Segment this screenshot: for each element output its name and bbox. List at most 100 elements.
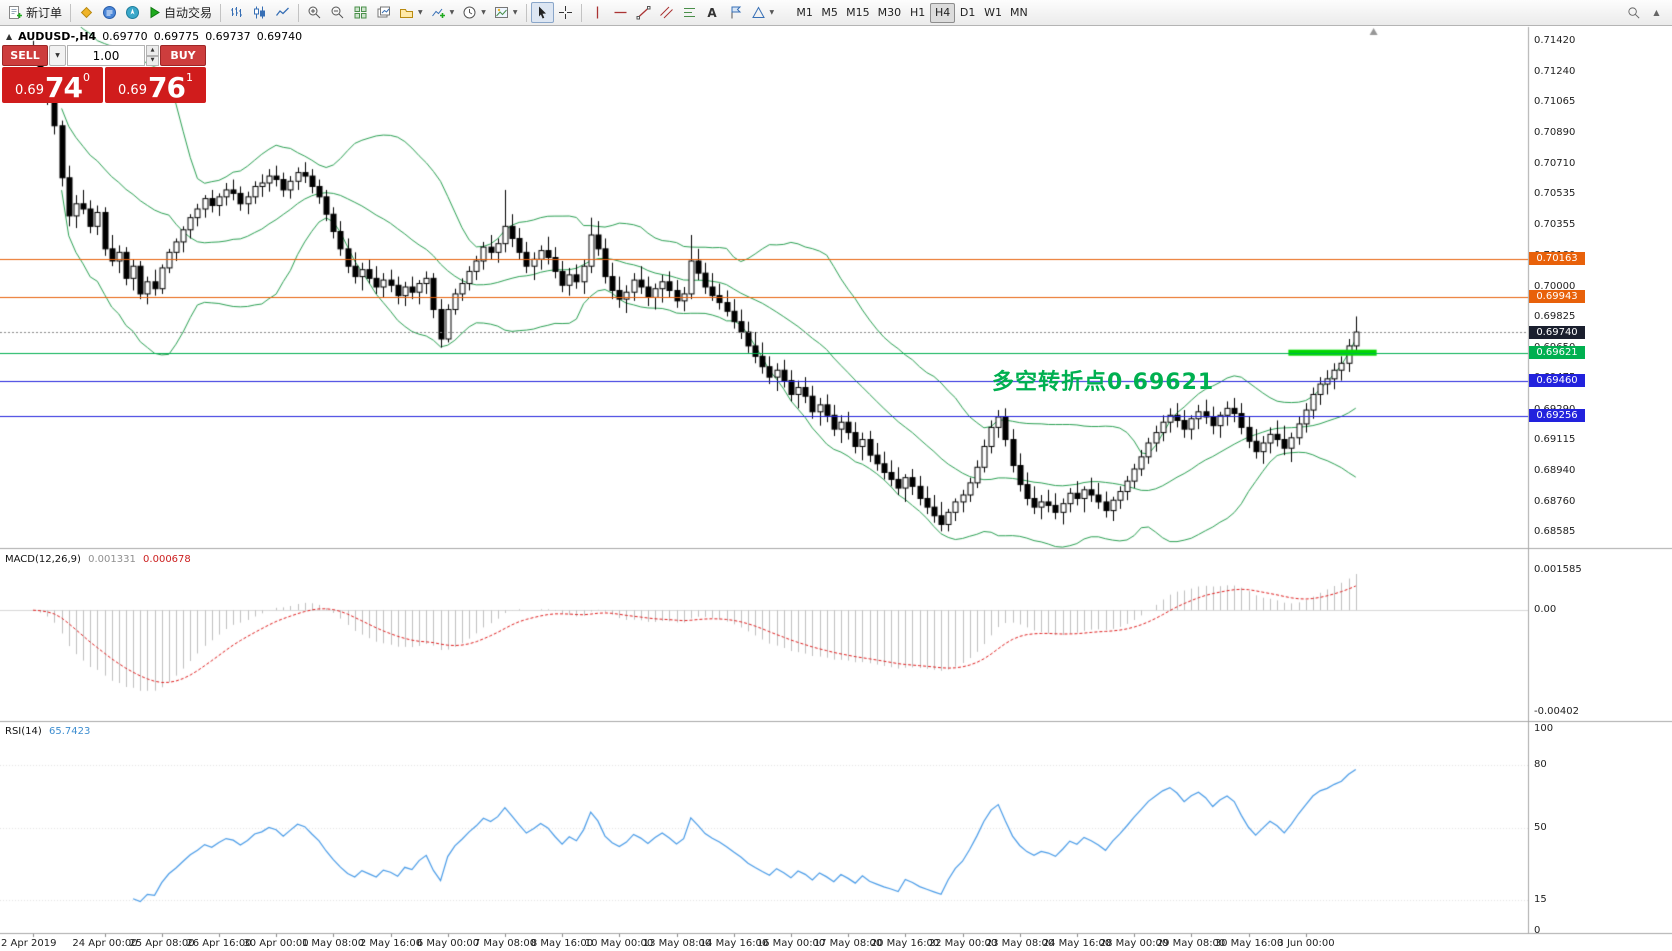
templates-icon — [494, 7, 508, 18]
high-value: 0.69775 — [153, 30, 200, 43]
new-chart-button[interactable] — [372, 2, 395, 23]
time-label: 2 Apr 2019 — [1, 938, 57, 949]
zoom-in-button[interactable] — [303, 2, 326, 23]
cursor-icon — [538, 6, 546, 19]
data-window-icon — [103, 6, 117, 19]
time-label: 26 Apr 16:00 — [186, 938, 252, 949]
line-chart-button[interactable] — [271, 2, 294, 23]
toolbar-separator — [70, 3, 72, 22]
rsi-title: RSI(14) — [5, 726, 42, 737]
buy-price-big: 76 — [147, 71, 186, 104]
fibonacci-icon — [683, 8, 695, 17]
timeframe-m5-button[interactable]: M5 — [817, 3, 842, 23]
caret-down-icon: ▼ — [512, 8, 518, 16]
stepper-up-icon[interactable]: ▲ — [146, 45, 159, 56]
navigator-icon — [126, 6, 140, 19]
text-tool-icon: A — [707, 5, 717, 20]
price-tick: 0.70000 — [1534, 281, 1576, 292]
time-label: 16 May 00:00 — [756, 938, 826, 949]
volume-dropdown-button[interactable]: ▼ — [49, 45, 66, 66]
timeframe-m30-button[interactable]: M30 — [874, 3, 906, 23]
time-label: 14 May 16:00 — [699, 938, 769, 949]
close-value: 0.69740 — [256, 30, 303, 43]
crosshair-button[interactable] — [554, 2, 577, 23]
toolbar: 新订单 自动交易 — [0, 0, 1672, 26]
market-watch-icon — [80, 6, 93, 19]
sell-price-big: 74 — [44, 71, 83, 104]
price-tick: 0.70535 — [1534, 188, 1576, 199]
toolbar-separator — [220, 3, 222, 22]
buy-button[interactable]: BUY — [160, 45, 206, 66]
trendline-button[interactable] — [632, 2, 655, 23]
scroll-up-button[interactable]: ▲ — [1645, 2, 1668, 23]
buy-price-button[interactable]: 0.69 76 1 — [105, 67, 206, 103]
autotrading-button[interactable]: 自动交易 — [144, 2, 216, 23]
channel-icon — [659, 6, 673, 19]
volume-input[interactable] — [68, 46, 144, 65]
profiles-button[interactable]: ▼ — [395, 2, 427, 23]
bar-chart-button[interactable] — [225, 2, 248, 23]
timeframe-m15-button[interactable]: M15 — [842, 3, 874, 23]
time-label: 17 May 08:00 — [813, 938, 883, 949]
autotrading-label: 自动交易 — [164, 6, 213, 20]
search-button[interactable] — [1622, 2, 1645, 23]
new-order-button[interactable]: 新订单 — [4, 2, 66, 23]
time-label: 23 May 08:00 — [985, 938, 1055, 949]
timeframe-w1-button[interactable]: W1 — [980, 3, 1006, 23]
collapse-panel-icon[interactable]: ▲ — [6, 31, 13, 41]
price-tick: 0.69115 — [1534, 434, 1576, 445]
time-label: 25 Apr 08:00 — [129, 938, 195, 949]
price-tick: 0.70890 — [1534, 127, 1576, 138]
templates-button[interactable]: ▼ — [490, 2, 522, 23]
periods-button[interactable]: ▼ — [458, 2, 490, 23]
time-label: 1 May 08:00 — [301, 938, 365, 949]
scroll-up-icon: ▲ — [1653, 8, 1660, 17]
text-button[interactable]: A — [701, 2, 724, 23]
timeframe-mn-button[interactable]: MN — [1006, 3, 1032, 23]
timeframe-d1-button[interactable]: D1 — [955, 3, 980, 23]
cursor-button[interactable] — [530, 2, 554, 23]
toolbar-separator — [298, 3, 300, 22]
fibonacci-button[interactable] — [678, 2, 701, 23]
zoom-in-icon — [308, 6, 321, 19]
market-watch-button[interactable] — [75, 2, 98, 23]
timeframe-h4-button[interactable]: H4 — [930, 2, 956, 23]
price-tick: 0.71240 — [1534, 66, 1576, 77]
price-line-tag: 0.70163 — [1529, 252, 1585, 265]
channel-button[interactable] — [655, 2, 678, 23]
horizontal-line-button[interactable] — [609, 2, 632, 23]
navigator-button[interactable] — [121, 2, 144, 23]
indicators-button[interactable]: ▼ — [427, 2, 459, 23]
shapes-button[interactable]: ▼ — [747, 2, 779, 23]
label-button[interactable] — [724, 2, 747, 23]
data-window-button[interactable] — [98, 2, 121, 23]
sell-button[interactable]: SELL — [2, 45, 48, 66]
new-order-icon — [9, 6, 22, 19]
candlestick-chart-button[interactable] — [248, 2, 271, 23]
timeframe-toolbar: M1 M5 M15 M30 H1 H4 D1 W1 MN — [792, 2, 1032, 23]
buy-price-sup: 1 — [185, 71, 193, 84]
caret-down-icon: ▼ — [769, 8, 775, 16]
price-tick: 0.70710 — [1534, 158, 1576, 169]
profiles-icon — [400, 9, 414, 18]
sell-price-button[interactable]: 0.69 74 0 — [2, 67, 103, 103]
chart-header: ▲ AUDUSD-,H4 0.69770 0.69775 0.69737 0.6… — [6, 30, 302, 43]
bar-chart-icon — [231, 7, 243, 17]
label-icon — [731, 6, 741, 19]
tile-windows-button[interactable] — [349, 2, 372, 23]
zoom-out-button[interactable] — [326, 2, 349, 23]
time-label: 6 May 00:00 — [416, 938, 480, 949]
timeframe-h1-button[interactable]: H1 — [905, 3, 930, 23]
indicators-icon — [431, 8, 445, 18]
timeframe-m1-button[interactable]: M1 — [792, 3, 817, 23]
rsi-tick: 50 — [1534, 822, 1547, 833]
trendline-icon — [636, 6, 651, 20]
crosshair-icon — [558, 6, 572, 19]
stepper-down-icon[interactable]: ▼ — [146, 55, 159, 66]
price-tick: 0.71420 — [1534, 35, 1576, 46]
vertical-line-button[interactable] — [586, 2, 609, 23]
macd-tick: 0.00 — [1534, 604, 1557, 615]
pivot-annotation[interactable]: 多空转折点0.69621 — [992, 370, 1215, 395]
time-label: 24 Apr 00:00 — [72, 938, 138, 949]
